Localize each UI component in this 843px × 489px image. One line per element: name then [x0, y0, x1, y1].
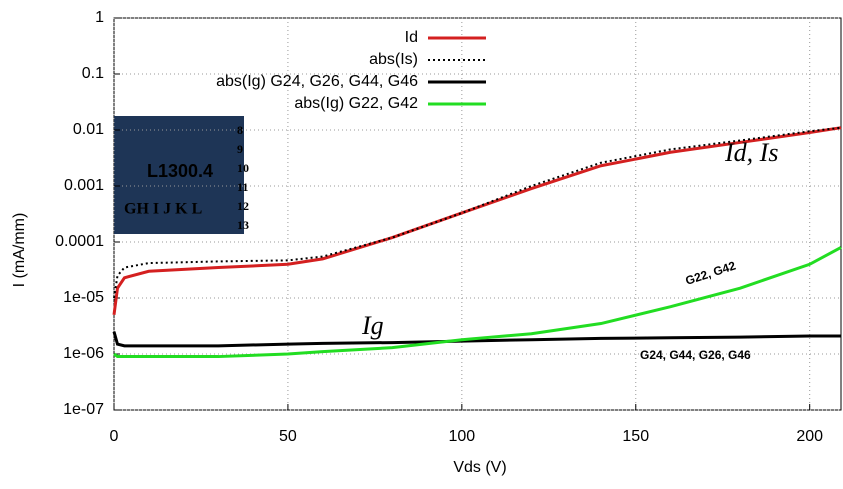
legend-label: abs(Is) — [369, 51, 418, 68]
legend-label: abs(Ig) G24, G26, G44, G46 — [216, 73, 418, 90]
series-line — [113, 246, 842, 359]
inset-row: 10 — [237, 161, 249, 175]
inset-row: 12 — [237, 199, 249, 213]
x-tick-label: 100 — [448, 428, 475, 445]
legend-label: abs(Ig) G22, G42 — [294, 95, 418, 112]
x-tick-label: 150 — [622, 428, 649, 445]
inset-row: 13 — [237, 218, 249, 232]
x-tick-label: 0 — [110, 428, 119, 445]
y-tick-label: 0.001 — [64, 177, 104, 194]
annotation: Id, Is — [724, 138, 778, 167]
x-tick-label: 200 — [796, 428, 823, 445]
y-tick-label: 1e-07 — [63, 401, 104, 418]
series-line — [112, 126, 842, 316]
x-axis-label: Vds (V) — [453, 459, 506, 476]
legend-label: Id — [405, 29, 418, 46]
series-line — [113, 126, 842, 299]
inset-columns: GH I J K L — [124, 201, 202, 218]
y-tick-label: 0.1 — [82, 65, 104, 82]
series-line — [112, 331, 841, 348]
annotation: G22, G42 — [684, 258, 738, 287]
y-tick-label: 1e-05 — [63, 289, 104, 306]
inset-row: 8 — [237, 123, 243, 137]
inset-label: L1300.4 — [147, 161, 213, 181]
y-tick-label: 0.01 — [73, 121, 104, 138]
inset-photo — [114, 116, 244, 234]
x-tick-label: 50 — [279, 428, 297, 445]
y-tick-label: 1e-06 — [63, 345, 104, 362]
y-axis-label: I (mA/mm) — [11, 213, 28, 288]
inset-row: 11 — [237, 180, 248, 194]
inset-row: 9 — [237, 142, 243, 156]
annotation: G24, G44, G26, G46 — [640, 348, 751, 362]
y-tick-label: 0.0001 — [55, 233, 104, 250]
y-tick-label: 1 — [95, 9, 104, 26]
annotation: Ig — [361, 311, 384, 340]
